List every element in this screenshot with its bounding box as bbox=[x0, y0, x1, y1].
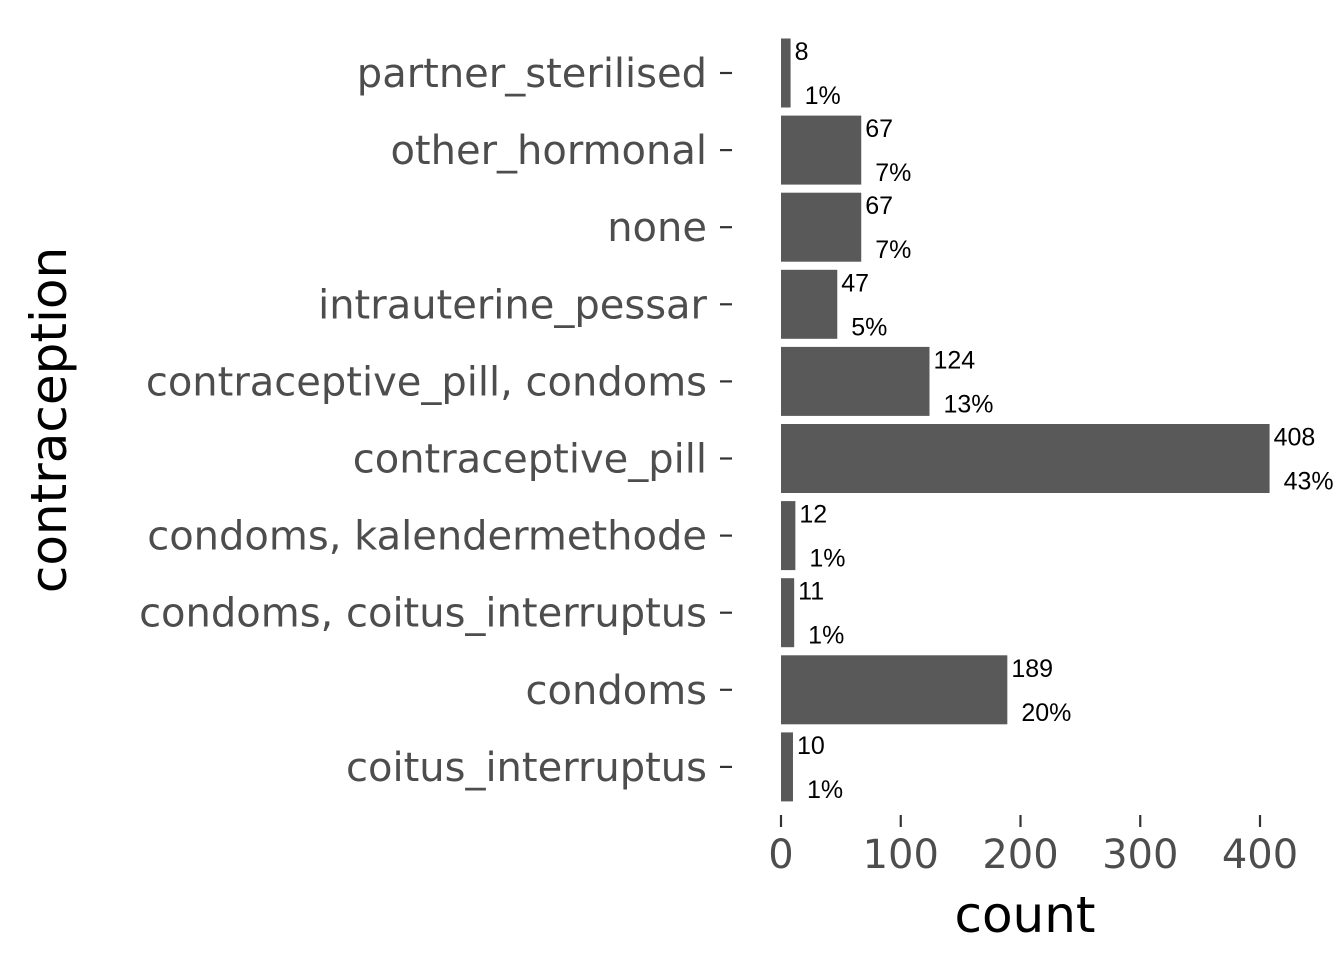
count-label-1: 67 bbox=[865, 115, 893, 143]
bar-2 bbox=[781, 192, 862, 262]
count-label-6: 12 bbox=[799, 501, 827, 529]
count-label-7: 11 bbox=[798, 578, 824, 606]
x-tick-label-1: 100 bbox=[863, 832, 939, 878]
percent-label-8: 20% bbox=[1021, 699, 1071, 727]
bar-4 bbox=[781, 346, 930, 416]
count-label-8: 189 bbox=[1011, 655, 1053, 683]
count-label-3: 47 bbox=[841, 269, 869, 297]
x-tick-label-3: 300 bbox=[1102, 832, 1178, 878]
category-label-2: none bbox=[607, 205, 707, 251]
x-axis-title: count bbox=[954, 886, 1095, 944]
percent-label-3: 5% bbox=[851, 313, 887, 341]
x-tick-label-4: 400 bbox=[1222, 832, 1298, 878]
x-tick-label-0: 0 bbox=[768, 832, 793, 878]
category-label-4: contraceptive_pill, condoms bbox=[146, 359, 707, 405]
bars-layer bbox=[781, 38, 1270, 802]
bar-5 bbox=[781, 424, 1270, 493]
percent-label-5: 43% bbox=[1284, 468, 1334, 496]
data-labels-layer: 81%677%677%475%12413%40843%121%111%18920… bbox=[795, 38, 1334, 804]
category-label-7: condoms, coitus_interruptus bbox=[139, 591, 707, 637]
x-tick-label-2: 200 bbox=[982, 832, 1058, 878]
percent-label-0: 1% bbox=[805, 82, 841, 110]
count-label-5: 408 bbox=[1274, 424, 1316, 452]
bar-9 bbox=[781, 732, 793, 802]
category-label-6: condoms, kalendermethode bbox=[147, 514, 707, 560]
count-label-4: 124 bbox=[933, 346, 975, 374]
percent-label-2: 7% bbox=[875, 236, 911, 264]
count-label-2: 67 bbox=[865, 192, 893, 220]
count-label-9: 10 bbox=[797, 732, 825, 760]
category-label-8: condoms bbox=[526, 668, 707, 714]
bar-0 bbox=[781, 38, 791, 108]
percent-label-9: 1% bbox=[807, 776, 843, 804]
category-label-3: intrauterine_pessar bbox=[318, 282, 707, 328]
percent-label-4: 13% bbox=[943, 390, 993, 418]
bar-6 bbox=[781, 501, 796, 571]
category-label-9: coitus_interruptus bbox=[346, 745, 707, 791]
x-axis: 0 100 200 300 400 bbox=[768, 815, 1298, 878]
category-label-0: partner_sterilised bbox=[357, 51, 707, 97]
bar-7 bbox=[781, 578, 795, 648]
category-label-1: other_hormonal bbox=[390, 128, 707, 174]
bar-3 bbox=[781, 269, 838, 339]
percent-label-6: 1% bbox=[809, 545, 845, 573]
count-label-0: 8 bbox=[795, 38, 809, 66]
bar-1 bbox=[781, 115, 862, 185]
bar-8 bbox=[781, 655, 1008, 725]
y-axis-title: contraception bbox=[20, 247, 78, 593]
percent-label-1: 7% bbox=[875, 159, 911, 187]
percent-label-7: 1% bbox=[808, 622, 844, 650]
category-label-5: contraceptive_pill bbox=[353, 437, 707, 483]
